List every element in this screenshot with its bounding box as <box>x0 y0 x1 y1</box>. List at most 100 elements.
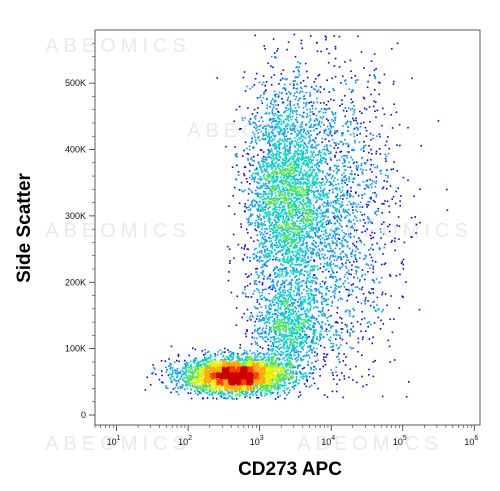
event-dot <box>286 335 289 337</box>
event-dot <box>300 307 302 309</box>
event-dot <box>291 298 294 301</box>
event-dot <box>254 329 256 331</box>
event-dot <box>256 301 259 303</box>
event-dot <box>363 145 365 147</box>
event-dot <box>277 191 279 193</box>
event-dot <box>344 253 347 255</box>
event-dot <box>260 319 263 321</box>
event-dot <box>266 358 269 361</box>
event-dot <box>316 174 319 177</box>
event-dot <box>235 108 238 111</box>
event-dot <box>308 345 311 347</box>
event-dot <box>249 123 252 125</box>
event-dot <box>298 285 301 288</box>
event-dot <box>191 385 194 388</box>
event-dot <box>255 127 257 130</box>
event-dot <box>399 205 402 207</box>
event-dot <box>308 169 311 171</box>
event-dot <box>152 364 154 366</box>
event-dot <box>342 245 345 247</box>
event-dot <box>323 132 326 134</box>
event-dot <box>280 274 283 276</box>
event-dot <box>358 280 361 283</box>
event-dot <box>251 201 253 203</box>
event-dot <box>362 336 364 338</box>
event-dot <box>266 318 269 321</box>
event-dot <box>146 376 148 379</box>
event-dot <box>281 303 284 305</box>
event-dot <box>284 191 286 194</box>
event-dot <box>370 138 372 141</box>
event-dot <box>311 265 313 267</box>
event-dot <box>265 265 268 267</box>
event-dot <box>171 381 173 384</box>
event-dot <box>287 149 290 152</box>
event-dot <box>337 183 340 185</box>
event-dot <box>244 166 247 169</box>
event-dot <box>285 107 288 109</box>
event-dot <box>301 213 304 215</box>
event-dot <box>277 300 280 302</box>
event-dot <box>370 198 372 200</box>
event-dot <box>321 295 324 297</box>
event-dot <box>277 268 280 271</box>
event-dot <box>307 174 310 176</box>
event-dot <box>328 270 330 273</box>
event-dot <box>375 195 378 198</box>
event-dot <box>345 179 348 181</box>
event-dot <box>332 216 335 218</box>
event-dot <box>371 243 374 246</box>
event-dot <box>356 260 358 263</box>
event-dot <box>313 169 315 172</box>
event-dot <box>321 308 324 310</box>
event-dot <box>276 178 279 181</box>
event-dot <box>268 187 270 190</box>
event-dot <box>337 257 339 259</box>
event-dot <box>273 304 276 306</box>
event-dot <box>299 90 302 93</box>
event-dot <box>299 244 302 247</box>
event-dot <box>324 242 326 244</box>
event-dot <box>255 167 258 170</box>
event-dot <box>280 191 282 193</box>
event-dot <box>290 202 292 204</box>
event-dot <box>343 211 346 213</box>
event-dot <box>285 109 288 112</box>
event-dot <box>320 333 323 336</box>
event-dot <box>251 178 253 181</box>
event-dot <box>276 309 279 312</box>
event-dot <box>327 316 330 318</box>
event-dot <box>281 180 283 183</box>
event-dot <box>295 279 298 282</box>
event-dot <box>313 300 316 303</box>
event-dot <box>320 192 323 195</box>
event-dot <box>248 224 250 226</box>
event-dot <box>278 297 280 300</box>
event-dot <box>290 108 292 110</box>
event-dot <box>269 253 271 256</box>
event-dot <box>215 397 218 400</box>
event-dot <box>295 378 298 381</box>
event-dot <box>278 155 280 157</box>
event-dot <box>277 221 280 223</box>
event-dot <box>334 45 337 48</box>
event-dot <box>220 353 222 355</box>
event-dot <box>296 113 298 116</box>
event-dot <box>359 126 362 128</box>
event-dot <box>309 95 311 97</box>
event-dot <box>339 218 341 221</box>
event-dot <box>277 292 279 295</box>
event-dot <box>357 266 359 268</box>
event-dot <box>290 255 292 258</box>
event-dot <box>271 121 273 124</box>
event-dot <box>273 118 276 120</box>
event-dot <box>245 295 247 298</box>
event-dot <box>350 203 352 205</box>
event-dot <box>306 277 308 280</box>
event-dot <box>319 338 322 340</box>
event-dot <box>375 116 377 119</box>
event-dot <box>316 338 318 340</box>
event-dot <box>295 370 297 373</box>
event-dot <box>267 321 270 324</box>
event-dot <box>301 157 303 160</box>
